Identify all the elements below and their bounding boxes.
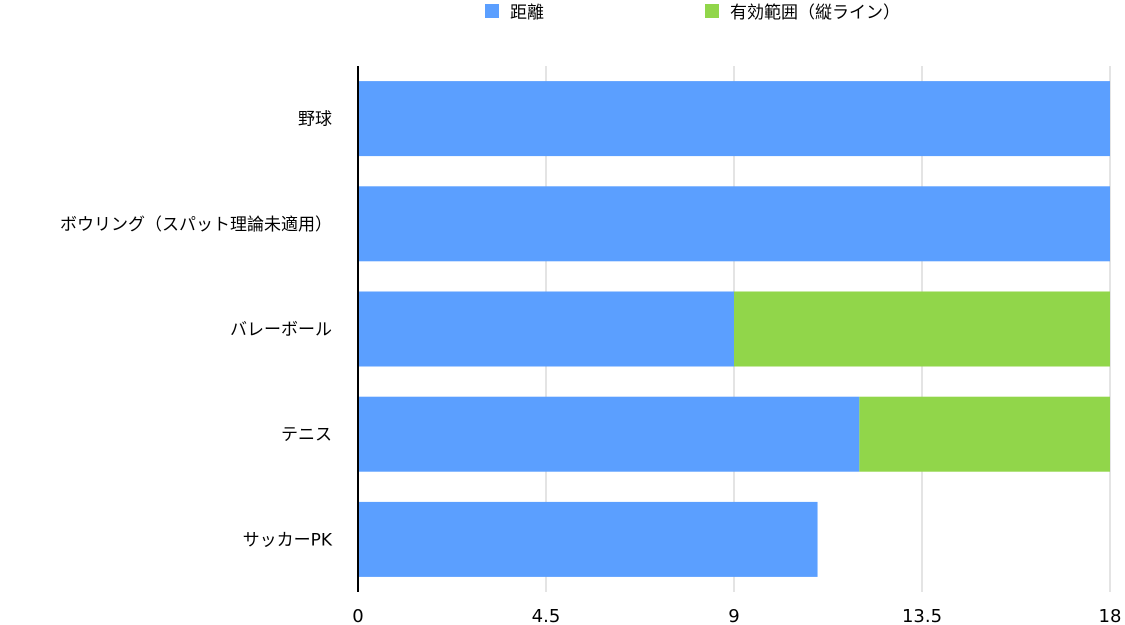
legend-label-effective-range: 有効範囲（縦ライン）	[730, 3, 900, 23]
bar-2-series-1	[734, 291, 1110, 367]
legend-swatch-effective-range	[705, 4, 719, 18]
legend-label-distance: 距離	[510, 3, 544, 23]
category-label-4: サッカーPK	[243, 530, 333, 550]
bar-0-series-0	[358, 81, 1110, 157]
x-tick-label-1: 4.5	[532, 606, 561, 625]
legend: 距離 有効範囲（縦ライン）	[485, 3, 900, 23]
legend-swatch-distance	[485, 4, 499, 18]
bar-3-series-0	[358, 396, 860, 472]
bar-1-series-0	[358, 186, 1110, 262]
bars	[358, 81, 1110, 577]
category-label-0: 野球	[298, 110, 332, 130]
bar-3-series-1	[859, 396, 1110, 472]
x-axis: 0 4.5 9 13.5 18	[352, 606, 1121, 625]
bar-4-series-0	[358, 501, 818, 577]
x-tick-label-2: 9	[728, 606, 739, 625]
x-tick-label-4: 18	[1099, 606, 1122, 625]
x-tick-label-3: 13.5	[902, 606, 942, 625]
bar-2-series-0	[358, 291, 734, 367]
x-tick-label-0: 0	[352, 606, 363, 625]
category-label-1: ボウリング（スパット理論未適用）	[60, 215, 332, 235]
category-label-2: バレーボール	[230, 320, 332, 340]
category-label-3: テニス	[281, 425, 332, 445]
